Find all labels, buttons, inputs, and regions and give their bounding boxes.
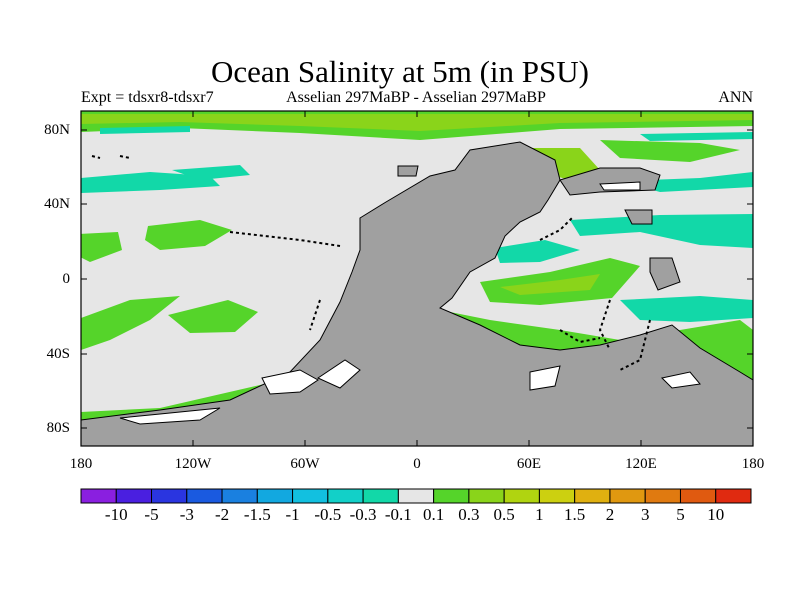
colorbar-swatch [115,488,153,504]
colorbar-swatch [503,488,540,504]
colorbar-label: 10 [707,505,725,524]
latitude-label: 0 [62,271,71,287]
latitude-label: 80S [46,420,70,436]
colorbar-label: 1.5 [564,505,586,524]
south-coast-ice [316,359,361,389]
colorbar-swatch [609,488,646,504]
colorbar-swatch [151,488,188,504]
coastline-fragments [91,155,651,371]
colorbar-label: -0.1 [384,505,412,524]
ice-highlights [119,181,701,425]
colorbar-label: -1 [285,505,300,524]
colorbar-label: 0.1 [423,505,445,524]
latitude-label: 40S [46,346,70,362]
colorbar-label: 3 [640,505,650,524]
colorbar-label: -0.5 [314,505,342,524]
east-tethys-salty-core [500,274,600,295]
colorbar-swatch [327,488,364,504]
pangaea-main [81,141,753,446]
northeast-salty-band [600,140,740,162]
colorbar-label: 0.5 [493,505,515,524]
map-title: Ocean Salinity at 5m (in PSU) [211,54,589,89]
colorbar-swatch [715,488,752,504]
colorbar-label: 0.3 [458,505,480,524]
colorbar-swatch [574,488,611,504]
colorbar-swatch [433,488,470,504]
colorbar-label: -0.3 [349,505,377,524]
colorbar-label: 5 [676,505,685,524]
equatorial-salty-patch [81,232,122,262]
north-atlantic-fresh-band [81,172,220,193]
north-fresh-patch [172,165,250,180]
latitude-label: 40N [44,196,70,212]
longitude-label: 180 [741,456,765,472]
longitude-label: 120W [174,456,212,472]
south-ice-shelf [119,407,221,425]
north-ice [599,181,641,191]
colorbar-label: -3 [179,505,194,524]
colorbar-label: 1 [535,505,544,524]
colorbar-swatch [397,488,435,504]
axis-ticks [80,111,754,446]
colorbar-swatch [186,488,223,504]
longitude-label: 60W [290,456,320,472]
arctic-salty-core [81,114,753,131]
southwest-ice [261,369,319,395]
colorbar-swatch [679,488,717,504]
longitude-label: 60E [516,456,542,472]
colorbar-swatch [468,488,505,504]
arctic-fresh-band-east [640,132,753,141]
colorbar-swatch [644,488,681,504]
arctic-fresh-band-north [100,126,190,134]
experiment-label: Expt = tdsxr8-tdsxr7 [81,89,214,106]
south-salty-patch-west [81,296,180,350]
colorbar-swatch [256,488,294,504]
colorbar-swatch [538,488,576,504]
colorbar-swatch [292,488,329,504]
colorbar-swatch [80,488,117,504]
period-label: Asselian 297MaBP - Asselian 297MaBP [286,89,546,106]
east-island [649,257,681,291]
colorbar [80,488,752,504]
east-fresh-band [570,214,753,248]
colorbar-label: 2 [605,505,615,524]
southeast-ice [660,371,701,389]
colorbar-label: -10 [104,505,128,524]
colorbar-swatch [362,488,399,504]
colorbar-label: -5 [144,505,159,524]
map-panel [81,111,753,446]
season-label: ANN [718,89,753,106]
colorbar-label: -1.5 [243,505,271,524]
cimmeria-island [624,209,653,225]
tethys-fresh-band [495,240,580,263]
east-coast-ice [529,365,561,391]
southern-tethys-fresh-patch [620,296,753,322]
longitude-label: 180 [69,456,93,472]
central-pacific-salty-patch [168,300,258,333]
north-pacific-salty-patch [145,220,232,250]
colorbar-swatch [221,488,258,504]
longitude-label: 120E [625,456,657,472]
north-island [397,165,419,177]
longitude-label: 0 [413,456,421,472]
latitude-label: 80N [44,122,70,138]
colorbar-label: -2 [214,505,230,524]
